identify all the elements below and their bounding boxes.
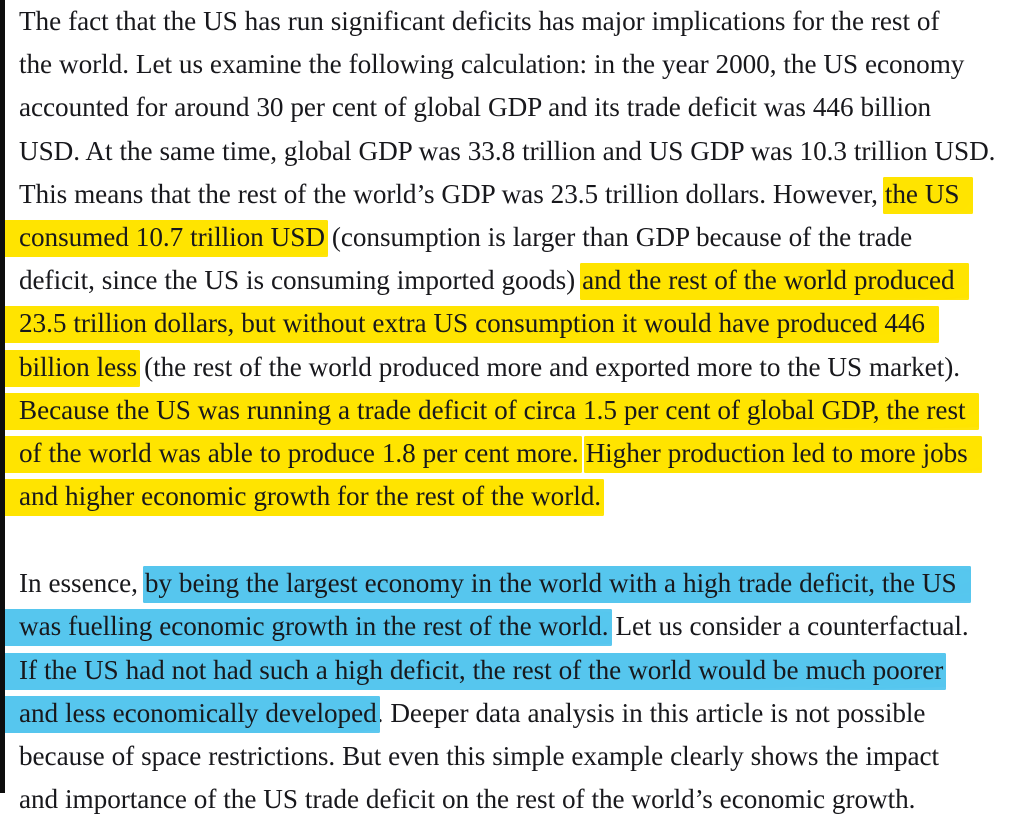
highlight-blue: and less economically developed	[19, 697, 377, 728]
highlight-yellow: consumed 10.7 trillion USD	[19, 221, 325, 252]
text-run: (the rest of the world produced more and…	[137, 351, 960, 382]
text-line: was fuelling economic growth in the rest…	[0, 605, 1021, 648]
highlight-yellow: Higher production led to more jobs	[585, 437, 968, 468]
text-line: Because the US was running a trade defic…	[0, 389, 1021, 432]
text-run: the world. Let us examine the following …	[19, 49, 965, 80]
text-run: accounted for around 30 per cent of glob…	[19, 92, 932, 123]
text-run: USD. At the same time, global GDP was 33…	[19, 135, 996, 166]
page-left-edge-bar	[0, 0, 5, 793]
document-page: The fact that the US has run significant…	[0, 0, 1021, 793]
text-line: 23.5 trillion dollars, but without extra…	[0, 302, 1021, 345]
text-line: of the world was able to produce 1.8 per…	[0, 432, 1021, 475]
text-run: Let us consider a counterfactual.	[608, 611, 969, 642]
highlight-yellow: 23.5 trillion dollars, but without extra…	[19, 308, 925, 339]
highlight-yellow: of the world was able to produce 1.8 per…	[19, 437, 579, 468]
highlight-yellow: and the rest of the world produced	[582, 265, 955, 296]
text-line: In essence, by being the largest economy…	[0, 562, 1021, 605]
text-line: consumed 10.7 trillion USD (consumption …	[0, 216, 1021, 259]
text-line: and importance of the US trade deficit o…	[0, 778, 1021, 821]
text-run: (consumption is larger than GDP because …	[324, 221, 913, 252]
highlight-yellow: the US	[884, 178, 960, 209]
text-run: . Deeper data analysis in this article i…	[376, 697, 926, 728]
text-line: USD. At the same time, global GDP was 33…	[0, 130, 1021, 173]
text-run: deficit, since the US is consuming impor…	[19, 265, 583, 296]
paragraph-spacer	[0, 518, 1021, 562]
text-line: the world. Let us examine the following …	[0, 43, 1021, 86]
text-line: deficit, since the US is consuming impor…	[0, 259, 1021, 302]
text-run: The fact that the US has run significant…	[19, 6, 940, 36]
highlight-blue: If the US had not had such a high defici…	[19, 654, 944, 685]
highlight-yellow: Because the US was running a trade defic…	[19, 394, 966, 425]
text-line: accounted for around 30 per cent of glob…	[0, 86, 1021, 129]
text-run: In essence,	[19, 568, 145, 599]
text-line: billion less (the rest of the world prod…	[0, 346, 1021, 389]
text-line: and higher economic growth for the rest …	[0, 475, 1021, 518]
paragraph-1: The fact that the US has run significant…	[0, 0, 1021, 518]
text-run: because of space restrictions. But even …	[19, 741, 940, 771]
paragraph-2: In essence, by being the largest economy…	[0, 562, 1021, 821]
highlight-yellow: billion less	[19, 351, 138, 382]
highlight-blue: was fuelling economic growth in the rest…	[19, 611, 609, 642]
text-line: The fact that the US has run significant…	[0, 0, 1021, 43]
text-line: This means that the rest of the world’s …	[0, 173, 1021, 216]
highlight-yellow: and higher economic growth for the rest …	[19, 481, 601, 512]
text-line: and less economically developed. Deeper …	[0, 692, 1021, 735]
text-run: and importance of the US trade deficit o…	[19, 784, 916, 815]
text-line: because of space restrictions. But even …	[0, 735, 1021, 778]
text-line: If the US had not had such a high defici…	[0, 649, 1021, 692]
highlight-blue: by being the largest economy in the worl…	[144, 568, 957, 599]
text-run: This means that the rest of the world’s …	[19, 178, 885, 209]
